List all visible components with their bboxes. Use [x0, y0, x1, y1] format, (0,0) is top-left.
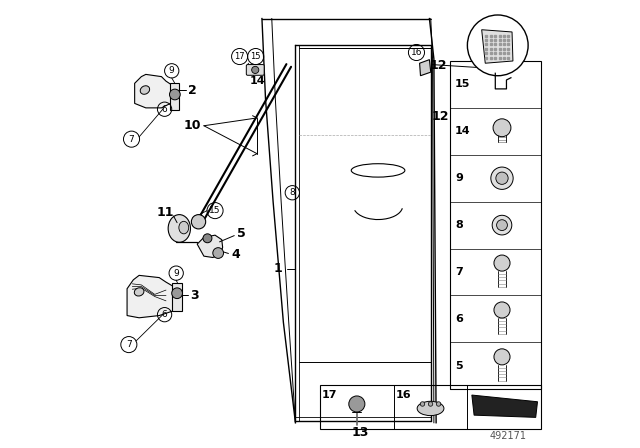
Text: 10: 10 — [184, 119, 202, 132]
Text: 12: 12 — [432, 110, 449, 123]
Text: 16: 16 — [411, 48, 422, 57]
Text: 14: 14 — [250, 76, 266, 86]
Polygon shape — [482, 30, 513, 63]
Text: 8: 8 — [289, 188, 295, 197]
Circle shape — [252, 66, 259, 73]
Text: 1: 1 — [273, 262, 282, 275]
Text: 9: 9 — [173, 269, 179, 278]
Text: 2: 2 — [188, 83, 197, 96]
Circle shape — [493, 119, 511, 137]
Circle shape — [428, 402, 433, 406]
Polygon shape — [170, 83, 179, 110]
Text: 12: 12 — [429, 59, 447, 72]
Ellipse shape — [140, 86, 150, 94]
Text: 9: 9 — [455, 173, 463, 183]
Circle shape — [170, 89, 180, 100]
Text: 9: 9 — [169, 66, 175, 75]
Polygon shape — [420, 60, 431, 76]
Polygon shape — [172, 283, 182, 311]
Text: 13: 13 — [351, 426, 369, 439]
Ellipse shape — [168, 215, 191, 242]
Polygon shape — [197, 235, 223, 258]
Ellipse shape — [179, 221, 189, 234]
Text: 16: 16 — [396, 390, 411, 400]
Text: 8: 8 — [455, 220, 463, 230]
Circle shape — [436, 402, 441, 406]
Text: 5: 5 — [237, 227, 246, 240]
Circle shape — [497, 220, 508, 231]
Text: 17: 17 — [322, 390, 337, 400]
Circle shape — [496, 172, 508, 185]
Text: 15: 15 — [209, 206, 221, 215]
Polygon shape — [134, 74, 175, 108]
Text: 3: 3 — [191, 289, 199, 302]
Circle shape — [203, 234, 212, 243]
FancyBboxPatch shape — [246, 65, 264, 75]
Text: 7: 7 — [129, 135, 134, 144]
Polygon shape — [472, 395, 538, 418]
Text: 15: 15 — [455, 79, 470, 90]
Text: 15: 15 — [250, 52, 261, 61]
Circle shape — [492, 215, 512, 235]
Text: 5: 5 — [455, 361, 463, 371]
Text: 7: 7 — [455, 267, 463, 277]
Text: 492171: 492171 — [489, 431, 526, 441]
Text: 14: 14 — [455, 126, 470, 136]
Text: 6: 6 — [162, 310, 168, 319]
Circle shape — [494, 302, 510, 318]
Text: 6: 6 — [455, 314, 463, 324]
Text: 6: 6 — [162, 105, 168, 114]
Text: 11: 11 — [156, 207, 174, 220]
Ellipse shape — [134, 288, 144, 296]
Circle shape — [213, 248, 223, 258]
Circle shape — [491, 167, 513, 190]
Circle shape — [191, 215, 205, 229]
Polygon shape — [127, 276, 177, 318]
Ellipse shape — [417, 401, 444, 416]
Circle shape — [494, 255, 510, 271]
Text: 7: 7 — [126, 340, 132, 349]
Circle shape — [349, 396, 365, 412]
Text: 4: 4 — [232, 248, 241, 261]
Circle shape — [494, 349, 510, 365]
Circle shape — [172, 288, 182, 298]
Text: 17: 17 — [234, 52, 245, 61]
Circle shape — [467, 15, 528, 76]
Circle shape — [420, 402, 425, 406]
